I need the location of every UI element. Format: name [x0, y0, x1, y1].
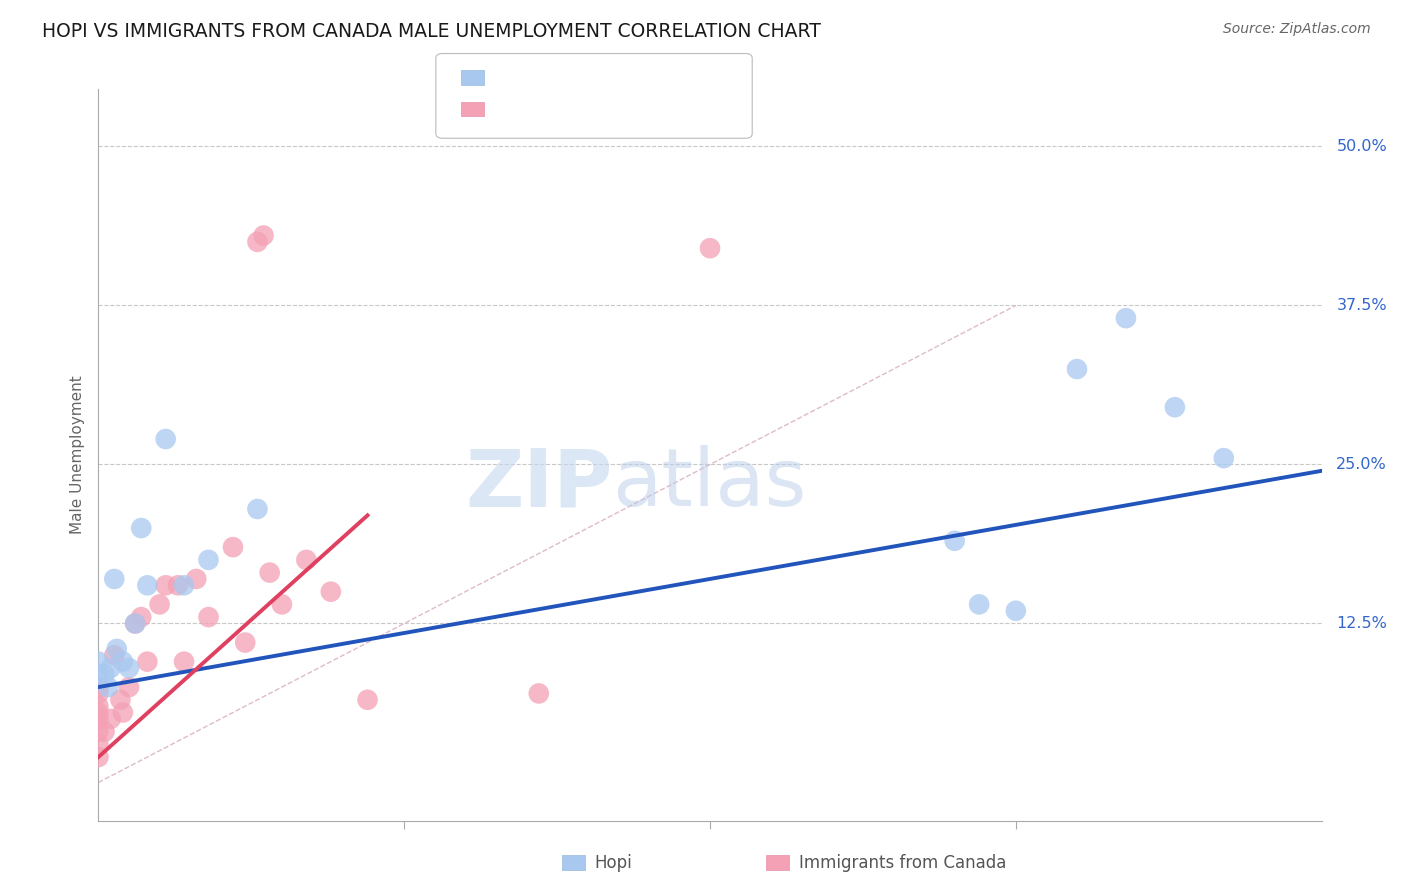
Point: [233, 635, 256, 649]
Point: [87, 750, 110, 764]
Point: [87, 655, 110, 669]
Point: [197, 610, 219, 624]
Text: 50.0%: 50.0%: [1336, 139, 1388, 154]
Point: [222, 540, 245, 554]
Point: [93, 724, 115, 739]
Point: [319, 584, 342, 599]
Point: [93, 667, 115, 681]
Point: [1164, 401, 1187, 415]
Text: N = 23: N = 23: [603, 69, 664, 87]
Text: Hopi: Hopi: [595, 854, 633, 871]
Point: [87, 724, 110, 739]
Point: [87, 667, 110, 681]
Point: [103, 648, 125, 663]
Point: [943, 533, 966, 548]
Point: [87, 712, 110, 726]
Point: [124, 616, 146, 631]
Point: [155, 432, 177, 446]
Point: [110, 693, 132, 707]
Text: N = 32: N = 32: [603, 100, 664, 118]
Point: [155, 578, 177, 592]
Point: [259, 566, 281, 580]
Point: [252, 228, 274, 243]
Point: [105, 641, 128, 656]
Text: Immigrants from Canada: Immigrants from Canada: [799, 854, 1005, 871]
Point: [246, 502, 269, 516]
Point: [149, 598, 172, 612]
Point: [173, 578, 195, 592]
Point: [1066, 362, 1088, 376]
Text: 12.5%: 12.5%: [1336, 616, 1388, 631]
Text: atlas: atlas: [612, 445, 807, 524]
Point: [87, 680, 110, 694]
Point: [100, 712, 122, 726]
Point: [1115, 311, 1137, 326]
Point: [87, 699, 110, 714]
Point: [87, 706, 110, 720]
Point: [167, 578, 190, 592]
Point: [129, 610, 152, 624]
Point: [246, 235, 269, 249]
Text: ZIP: ZIP: [465, 445, 612, 524]
Point: [111, 655, 134, 669]
Point: [270, 598, 294, 612]
Point: [1004, 604, 1026, 618]
Point: [173, 655, 195, 669]
Text: R = 0.377: R = 0.377: [495, 100, 582, 118]
Y-axis label: Male Unemployment: Male Unemployment: [70, 376, 86, 534]
Point: [1212, 451, 1234, 466]
Text: 37.5%: 37.5%: [1336, 298, 1386, 313]
Point: [197, 553, 219, 567]
Point: [527, 686, 550, 700]
Point: [967, 598, 990, 612]
Point: [186, 572, 208, 586]
Point: [118, 680, 141, 694]
Text: 25.0%: 25.0%: [1336, 457, 1388, 472]
Point: [111, 706, 134, 720]
Text: HOPI VS IMMIGRANTS FROM CANADA MALE UNEMPLOYMENT CORRELATION CHART: HOPI VS IMMIGRANTS FROM CANADA MALE UNEM…: [42, 22, 821, 41]
Point: [87, 686, 110, 700]
Point: [87, 737, 110, 751]
Point: [97, 680, 120, 694]
Point: [129, 521, 152, 535]
Point: [136, 578, 159, 592]
Point: [295, 553, 318, 567]
Point: [356, 693, 378, 707]
Point: [103, 572, 125, 586]
Point: [699, 241, 721, 255]
Point: [124, 616, 146, 631]
Point: [136, 655, 159, 669]
Point: [118, 661, 141, 675]
Point: [100, 661, 122, 675]
Text: Source: ZipAtlas.com: Source: ZipAtlas.com: [1223, 22, 1371, 37]
Text: R = 0.648: R = 0.648: [495, 69, 582, 87]
